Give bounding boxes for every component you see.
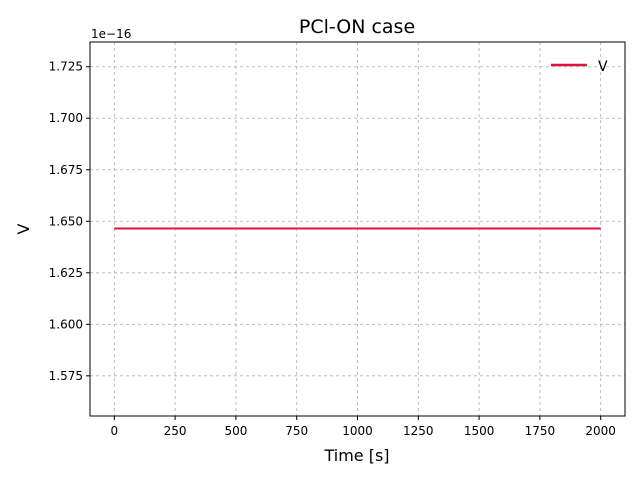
x-tick-label: 1750 xyxy=(525,424,556,438)
y-tick-label: 1.650 xyxy=(49,214,83,228)
x-tick-label: 1000 xyxy=(342,424,373,438)
x-axis-label: Time [s] xyxy=(323,446,389,465)
ticks: 0 250 500 750 1000 1250 1500 1750 2000 1.575 1.600… xyxy=(49,60,616,438)
x-tick-label: 1250 xyxy=(403,424,434,438)
y-tick-label: 1.625 xyxy=(49,266,83,280)
y-tick-label: 1.700 xyxy=(49,111,83,125)
y-axis-label: V xyxy=(14,223,33,234)
x-tick-label: 1500 xyxy=(464,424,495,438)
legend: V xyxy=(551,59,608,75)
y-tick-label: 1.575 xyxy=(49,369,83,383)
y-tick-label: 1.725 xyxy=(49,60,83,74)
y-tick-label: 1.600 xyxy=(49,317,83,331)
x-tick-label: 2000 xyxy=(585,424,616,438)
x-tick-label: 0 xyxy=(110,424,118,438)
legend-label-v: V xyxy=(598,59,608,75)
x-tick-label: 750 xyxy=(285,424,308,438)
y-tick-label: 1.675 xyxy=(49,163,83,177)
chart-title: PCl-ON case xyxy=(299,16,415,38)
x-tick-label: 500 xyxy=(224,424,247,438)
y-offset-label: 1e−16 xyxy=(91,27,131,41)
x-tick-label: 250 xyxy=(164,424,187,438)
